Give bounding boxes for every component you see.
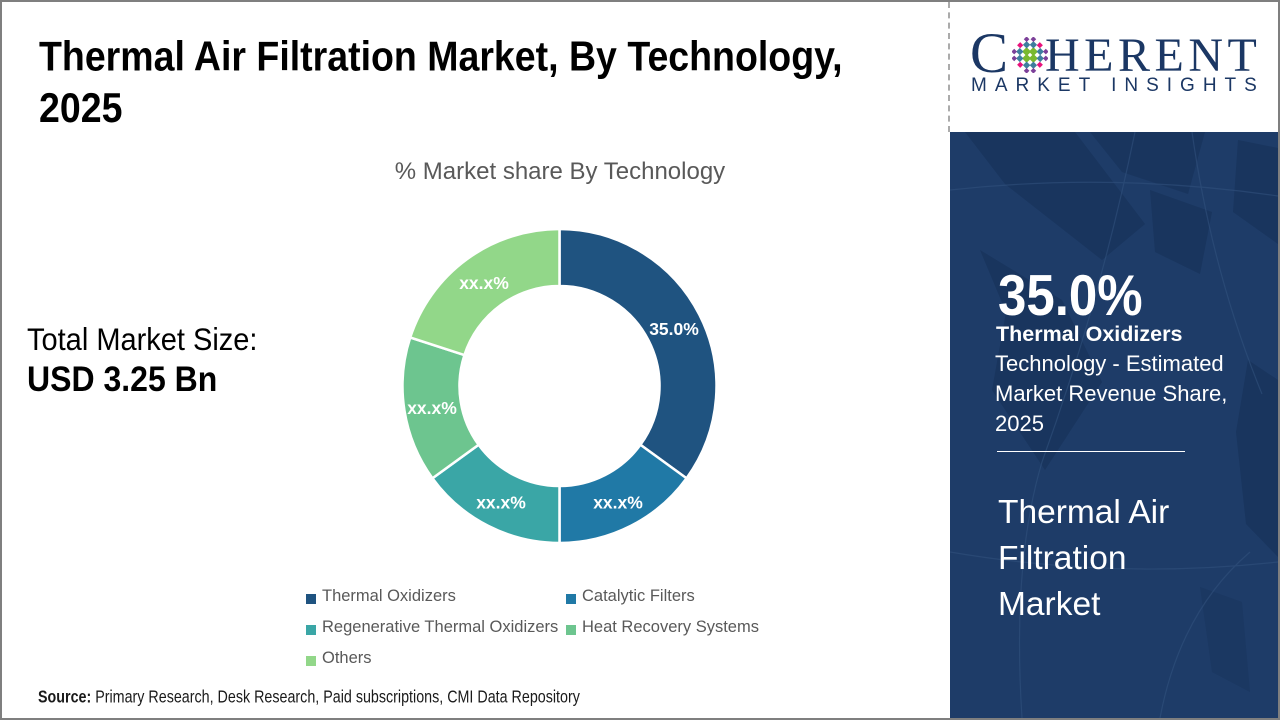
svg-text:xx.x%: xx.x% [459,273,509,293]
svg-text:xx.x%: xx.x% [593,493,643,513]
svg-text:xx.x%: xx.x% [476,493,526,513]
svg-text:35.0%: 35.0% [649,319,699,339]
svg-text:xx.x%: xx.x% [407,398,457,418]
